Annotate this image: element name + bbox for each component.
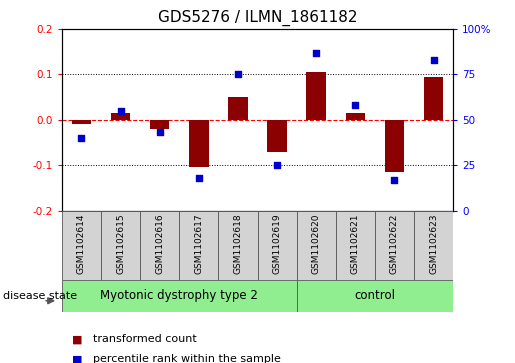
Point (312, 50, 320, 56)
Bar (228, 97, 248, 120)
Point (156, 130, 164, 135)
Bar (297, 280, 453, 312)
Text: GSM1102620: GSM1102620 (312, 213, 321, 274)
Point (77, 135, 85, 141)
Bar (336, 211, 375, 280)
Bar (424, 77, 443, 120)
Point (351, 102, 359, 108)
Text: Myotonic dystrophy type 2: Myotonic dystrophy type 2 (100, 289, 258, 302)
Bar (346, 113, 365, 120)
Bar (72, 120, 91, 124)
Text: ■: ■ (72, 334, 82, 344)
Text: ■: ■ (72, 354, 82, 363)
Bar (62, 211, 101, 280)
Text: GSM1102621: GSM1102621 (351, 213, 360, 274)
Text: disease state: disease state (3, 291, 77, 301)
Point (390, 177, 399, 183)
Point (273, 162, 281, 168)
Point (195, 175, 203, 181)
Bar (101, 211, 140, 280)
Text: GSM1102618: GSM1102618 (233, 213, 243, 274)
Text: GSM1102617: GSM1102617 (194, 213, 203, 274)
Text: GSM1102616: GSM1102616 (155, 213, 164, 274)
Bar (385, 120, 404, 172)
Bar (150, 120, 169, 129)
Text: percentile rank within the sample: percentile rank within the sample (93, 354, 281, 363)
Text: GSM1102614: GSM1102614 (77, 213, 86, 274)
Bar (62, 280, 297, 312)
Text: GSM1102622: GSM1102622 (390, 213, 399, 274)
Text: GSM1102615: GSM1102615 (116, 213, 125, 274)
Text: GSM1102623: GSM1102623 (429, 213, 438, 274)
Point (234, 72, 242, 77)
Bar (414, 211, 453, 280)
Text: control: control (354, 289, 396, 302)
Bar (111, 113, 130, 120)
Bar (179, 211, 218, 280)
Bar (218, 211, 258, 280)
Bar (306, 72, 326, 120)
Bar (297, 211, 336, 280)
Bar (375, 211, 414, 280)
Text: GSM1102619: GSM1102619 (272, 213, 282, 274)
Point (430, 57, 438, 63)
Bar (258, 211, 297, 280)
Title: GDS5276 / ILMN_1861182: GDS5276 / ILMN_1861182 (158, 10, 357, 26)
Point (116, 108, 125, 114)
Bar (140, 211, 179, 280)
Bar (189, 120, 209, 167)
Text: transformed count: transformed count (93, 334, 196, 344)
Bar (267, 120, 287, 152)
